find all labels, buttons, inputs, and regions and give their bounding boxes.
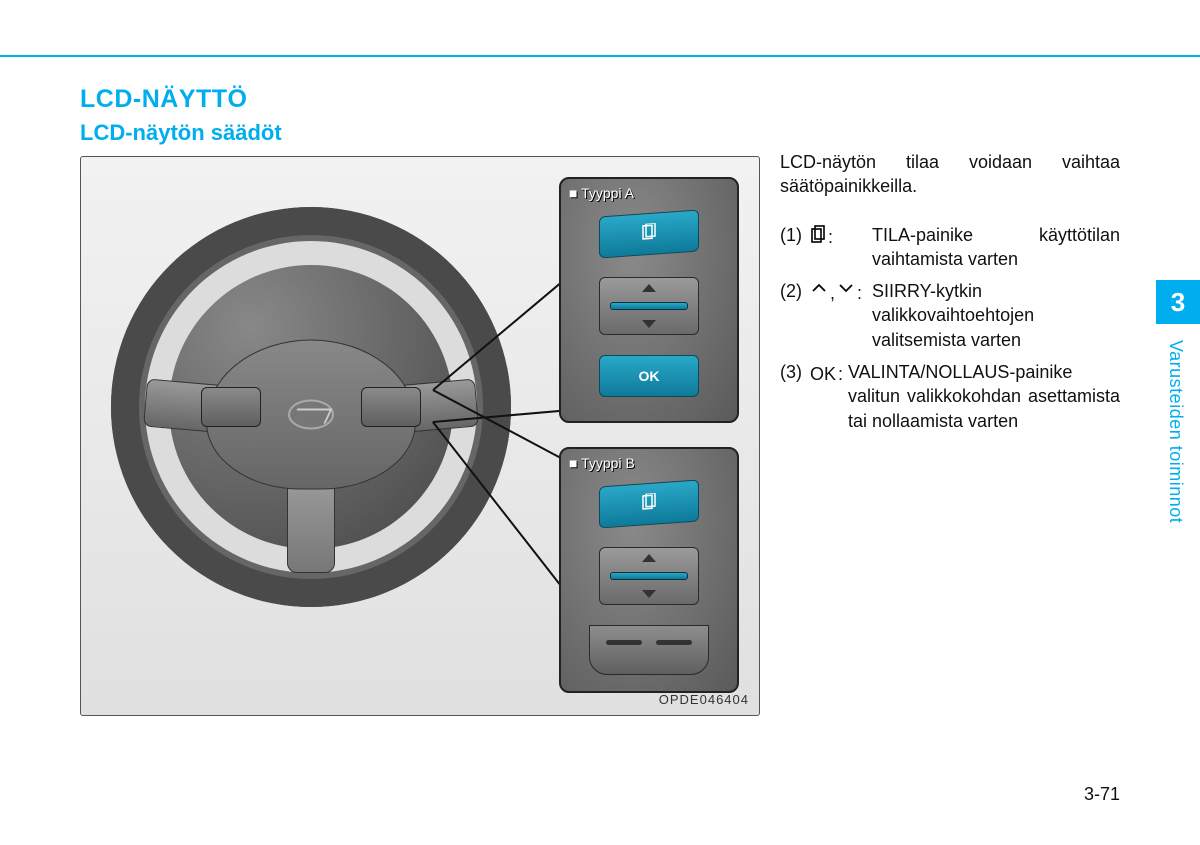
callout-type-b: Tyyppi B bbox=[559, 447, 739, 693]
left-button-cluster bbox=[201, 387, 261, 427]
list-item: (1) : TILA-painike käyttötilan vaihtamis… bbox=[780, 223, 1120, 272]
brand-logo-icon bbox=[288, 400, 334, 430]
steering-wheel-illustration bbox=[111, 207, 511, 607]
page-title: LCD-NÄYTTÖ bbox=[80, 85, 1120, 114]
mode-icon: : bbox=[810, 223, 872, 272]
top-rule bbox=[0, 55, 1200, 57]
mode-button-icon bbox=[599, 210, 699, 259]
right-button-cluster bbox=[361, 387, 421, 427]
page-number: 3-71 bbox=[1084, 784, 1120, 805]
scroll-switch bbox=[599, 547, 699, 605]
callout-type-a: Tyyppi A OK bbox=[559, 177, 739, 423]
description-column: LCD-näytön tilaa voidaan vaihtaa säätöpa… bbox=[780, 150, 1120, 441]
chapter-tab: 3 bbox=[1156, 280, 1200, 324]
intro-text: LCD-näytön tilaa voidaan vaihtaa säätöpa… bbox=[780, 150, 1120, 199]
paddle-buttons bbox=[589, 625, 709, 675]
chapter-title: Varusteiden toiminnot bbox=[1165, 340, 1186, 523]
mode-button-icon bbox=[599, 480, 699, 529]
list-item: (3) OK: VALINTA/NOLLAUS-painike valitun … bbox=[780, 360, 1120, 433]
ok-button: OK bbox=[599, 355, 699, 397]
callout-b-label: Tyyppi B bbox=[569, 455, 635, 471]
page-subtitle: LCD-näytön säädöt bbox=[80, 120, 1120, 146]
figure-code: OPDE046404 bbox=[659, 692, 749, 707]
callout-a-label: Tyyppi A bbox=[569, 185, 634, 201]
scroll-switch bbox=[599, 277, 699, 335]
list-item: (2) , : SIIRRY-kytkin valikkovaihtoehtoj… bbox=[780, 279, 1120, 352]
figure-box: Tyyppi A OK Tyyppi B bbox=[80, 156, 760, 716]
ok-label: OK: bbox=[810, 360, 848, 433]
chevron-up-down-icon: , : bbox=[810, 279, 872, 352]
